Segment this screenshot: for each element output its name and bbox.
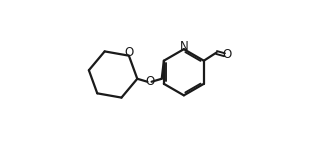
Text: O: O	[145, 75, 154, 88]
Text: N: N	[180, 40, 188, 53]
Text: O: O	[222, 48, 231, 61]
Text: O: O	[125, 46, 134, 59]
